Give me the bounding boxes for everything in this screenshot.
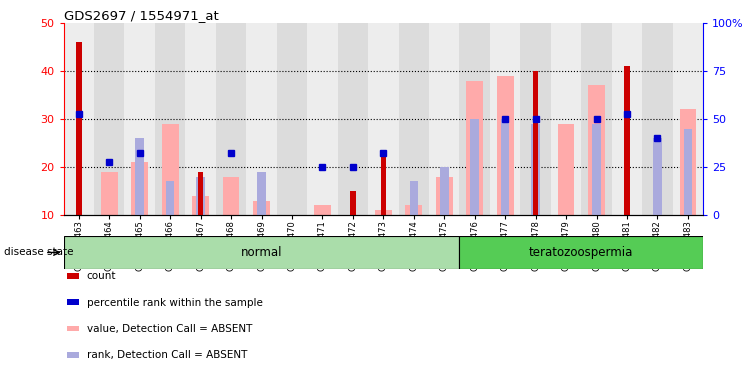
Bar xyxy=(337,23,368,215)
Text: GDS2697 / 1554971_at: GDS2697 / 1554971_at xyxy=(64,9,218,22)
Bar xyxy=(612,23,643,215)
Bar xyxy=(94,23,124,215)
Bar xyxy=(501,119,509,215)
Bar xyxy=(216,23,246,215)
Bar xyxy=(581,23,612,215)
Bar xyxy=(588,86,605,215)
Bar xyxy=(350,191,355,215)
Bar xyxy=(459,236,703,269)
Bar xyxy=(558,124,574,215)
Bar xyxy=(672,23,703,215)
Bar xyxy=(399,23,429,215)
Bar xyxy=(314,205,331,215)
Bar xyxy=(684,129,692,215)
Bar xyxy=(192,196,209,215)
Text: normal: normal xyxy=(241,246,282,259)
Bar xyxy=(132,162,148,215)
Text: disease state: disease state xyxy=(4,247,73,258)
Bar xyxy=(76,42,82,215)
Bar xyxy=(253,200,270,215)
Bar xyxy=(592,124,601,215)
Bar xyxy=(307,23,337,215)
Bar xyxy=(155,23,186,215)
Bar xyxy=(625,66,630,215)
Bar xyxy=(368,23,399,215)
Bar xyxy=(405,205,422,215)
Bar xyxy=(533,71,539,215)
Bar xyxy=(497,76,514,215)
Bar xyxy=(521,23,551,215)
Bar xyxy=(64,23,94,215)
Bar xyxy=(490,23,521,215)
Bar xyxy=(375,210,392,215)
Bar xyxy=(466,81,483,215)
Text: count: count xyxy=(87,271,116,281)
Bar xyxy=(436,177,453,215)
Text: percentile rank within the sample: percentile rank within the sample xyxy=(87,298,263,308)
Text: value, Detection Call = ABSENT: value, Detection Call = ABSENT xyxy=(87,324,252,334)
Bar xyxy=(186,23,216,215)
Bar xyxy=(64,236,459,269)
Text: teratozoospermia: teratozoospermia xyxy=(529,246,634,259)
Bar xyxy=(197,177,205,215)
Bar xyxy=(223,177,239,215)
Bar xyxy=(440,167,449,215)
Bar xyxy=(288,215,296,239)
Bar xyxy=(246,23,277,215)
Bar xyxy=(283,215,301,244)
Text: rank, Detection Call = ABSENT: rank, Detection Call = ABSENT xyxy=(87,350,247,360)
Bar xyxy=(429,23,459,215)
Bar xyxy=(198,172,203,215)
Bar xyxy=(551,23,581,215)
Bar xyxy=(531,124,540,215)
Bar xyxy=(470,119,479,215)
Bar xyxy=(124,23,155,215)
Bar xyxy=(101,172,117,215)
Bar xyxy=(653,138,662,215)
Bar xyxy=(277,23,307,215)
Bar xyxy=(679,109,696,215)
Bar xyxy=(381,157,386,215)
Bar xyxy=(162,124,179,215)
Bar xyxy=(257,172,266,215)
Bar xyxy=(410,182,418,215)
Bar xyxy=(166,182,174,215)
Bar xyxy=(135,138,144,215)
Bar xyxy=(459,23,490,215)
Bar xyxy=(643,23,672,215)
